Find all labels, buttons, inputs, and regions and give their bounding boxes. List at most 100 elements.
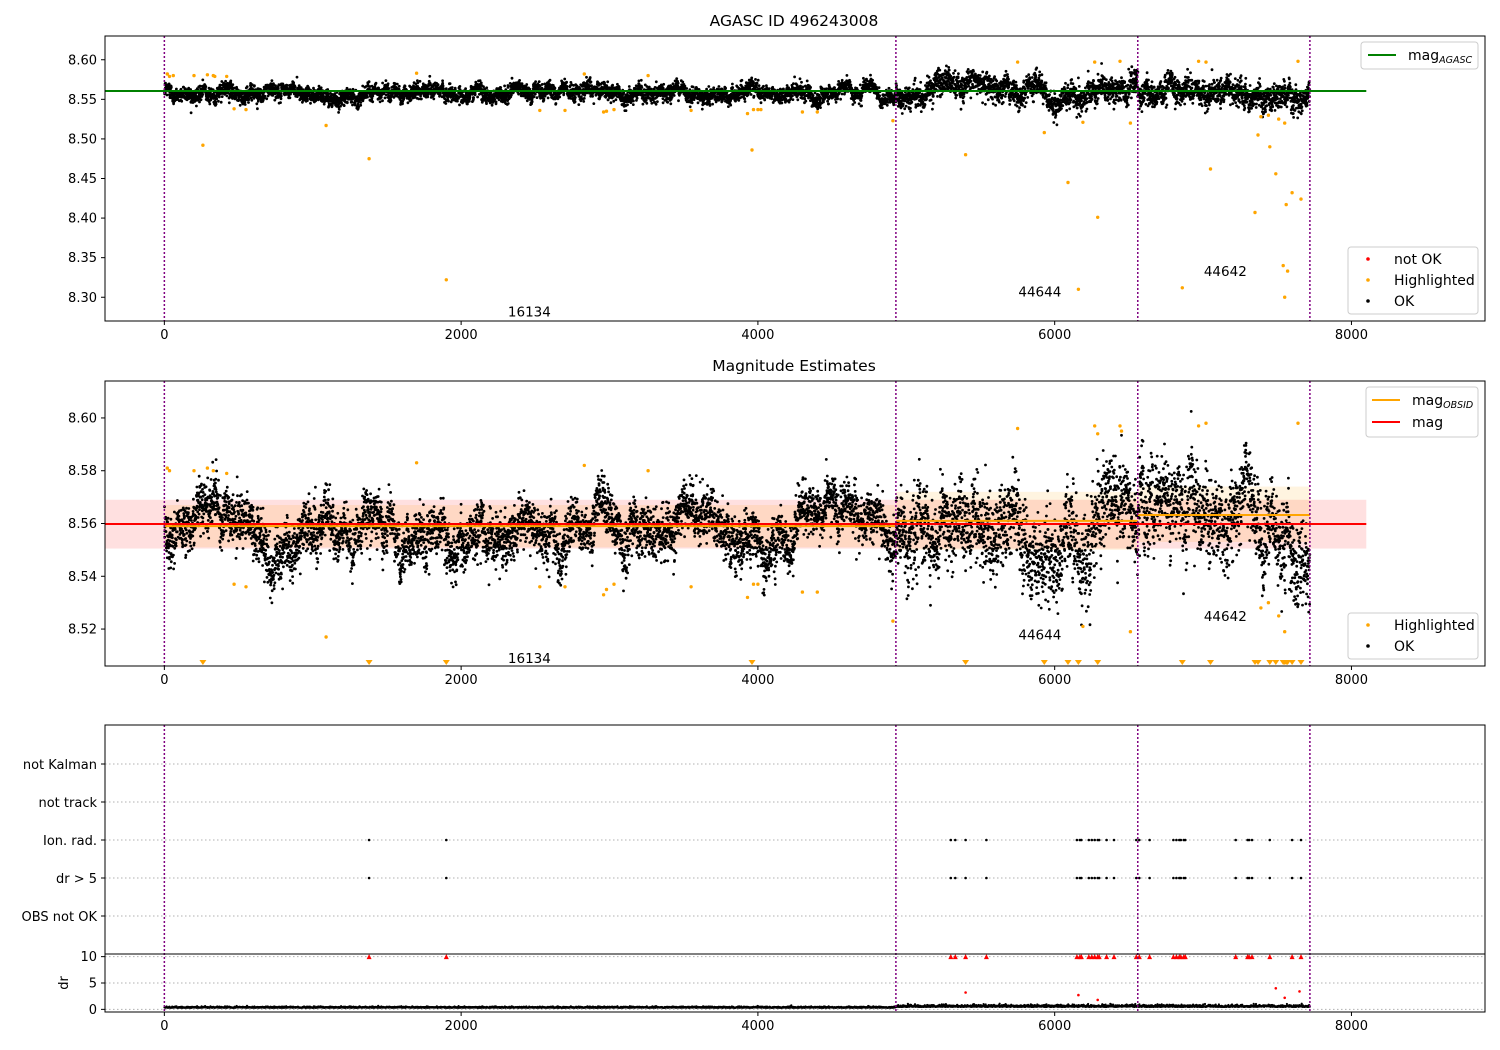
ok-point [173, 94, 176, 97]
ok-point [839, 97, 842, 101]
ok-point [279, 97, 283, 101]
ok-point [649, 87, 653, 91]
ok-point [220, 80, 224, 83]
ok-point [645, 101, 649, 105]
ok-point [759, 101, 763, 105]
ok-point [801, 85, 805, 89]
ok-point [444, 87, 448, 90]
ok-point [293, 85, 297, 89]
ok-point [367, 80, 371, 84]
ok-point [637, 79, 641, 83]
ok-point [342, 104, 346, 107]
ok-point [661, 101, 665, 105]
ok-point [270, 79, 274, 82]
ok-point [250, 83, 254, 86]
ok-point [677, 99, 680, 103]
ok-point [672, 94, 676, 97]
ok-point [384, 79, 388, 82]
ok-point [671, 82, 675, 86]
ok-point [322, 94, 325, 98]
ok-point [381, 81, 384, 85]
ok-point [309, 101, 312, 105]
ok-point [840, 92, 844, 96]
ok-point [585, 75, 588, 79]
ok-point [506, 102, 510, 105]
ok-point [198, 84, 202, 88]
ok-point [553, 86, 557, 90]
ok-point [592, 102, 596, 105]
ok-point [681, 80, 685, 84]
ok-point [822, 100, 825, 104]
ok-point [247, 98, 251, 101]
ok-point [447, 99, 450, 103]
ok-point [589, 80, 593, 84]
ok-point [458, 85, 462, 88]
ok-point [762, 84, 765, 88]
ok-point [356, 102, 360, 106]
ok-point [611, 83, 614, 87]
ok-point [389, 99, 393, 102]
ok-point [279, 92, 283, 95]
ok-point [826, 92, 830, 96]
ok-point [691, 85, 695, 89]
ok-point [700, 107, 704, 111]
ok-point [371, 94, 375, 98]
ok-point [901, 102, 905, 106]
ok-point [208, 102, 212, 106]
ok-point [666, 100, 670, 104]
ok-point [479, 81, 483, 85]
ok-point [533, 92, 537, 96]
ok-point [849, 83, 853, 87]
ok-point [381, 99, 384, 103]
ok-point [793, 75, 796, 79]
ok-point [234, 96, 238, 100]
ok-point [729, 103, 733, 107]
ok-point [845, 74, 849, 77]
ok-point [464, 87, 467, 91]
ok-point [195, 104, 198, 108]
ok-point [627, 85, 631, 88]
ok-point [420, 97, 423, 101]
ok-point [456, 99, 459, 103]
ok-point [450, 86, 454, 89]
ok-point [827, 102, 830, 106]
ok-point [359, 103, 363, 107]
ok-point [472, 96, 475, 99]
ok-point [243, 103, 247, 106]
ok-point [685, 87, 689, 90]
ok-point [387, 87, 391, 90]
ok-point [853, 101, 857, 104]
ok-point [740, 78, 744, 82]
ok-point [256, 107, 259, 111]
ok-point [165, 93, 169, 97]
ok-point [577, 103, 581, 106]
ok-point [871, 78, 874, 82]
ok-point [767, 87, 771, 91]
ok-point [350, 100, 354, 104]
ok-point [696, 101, 700, 105]
ok-point [635, 96, 639, 100]
ok-point [591, 94, 594, 98]
ok-point [582, 100, 586, 103]
ok-point [231, 83, 235, 86]
ok-point [548, 78, 552, 82]
ok-point [224, 79, 228, 83]
ok-point [834, 100, 838, 104]
ok-point [490, 103, 494, 107]
ok-point [857, 102, 861, 106]
ok-point [276, 86, 280, 90]
ok-point [534, 80, 537, 83]
ok-point [204, 85, 208, 89]
ok-point [752, 81, 755, 85]
ok-point [558, 95, 562, 99]
ok-point [869, 73, 872, 77]
ok-point [654, 102, 658, 106]
ok-point [245, 85, 249, 89]
ok-point [175, 87, 178, 91]
ok-point [520, 82, 524, 86]
ok-point [821, 87, 824, 91]
ok-point [582, 97, 586, 100]
ok-point [860, 104, 863, 108]
ok-point [180, 99, 184, 103]
